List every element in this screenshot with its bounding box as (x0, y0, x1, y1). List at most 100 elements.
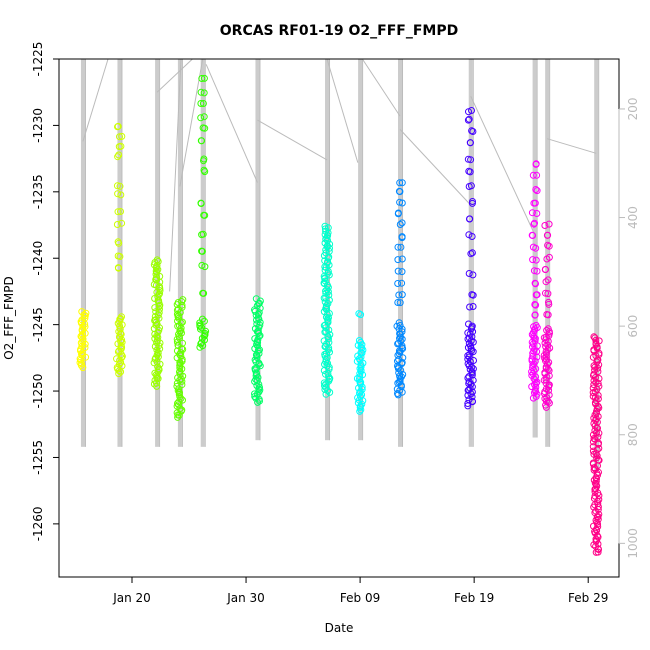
data-point-rf11 (531, 376, 539, 384)
data-point-rf11 (532, 373, 540, 381)
data-point-rf02 (114, 190, 122, 198)
altitude-trace-rf11 (532, 59, 537, 438)
right-axis-tick-label: 400 (626, 206, 640, 229)
data-point-rf11 (533, 210, 541, 217)
right-axis-tick-label: 800 (626, 423, 640, 446)
data-point-rf05 (197, 114, 205, 122)
data-point-rf10 (466, 303, 474, 311)
data-point-rf01 (77, 319, 85, 327)
data-point-rf12 (541, 222, 549, 229)
data-point-rf10 (469, 271, 477, 279)
data-point-rf11 (528, 338, 536, 346)
data-point-rf12 (545, 300, 553, 308)
data-point-rf12 (545, 253, 553, 261)
y-tick-label: -1225 (31, 42, 45, 77)
data-point-rf05 (200, 317, 208, 325)
data-point-rf13 (592, 336, 600, 344)
data-point-rf05 (198, 75, 206, 82)
data-point-rf03 (153, 382, 161, 390)
data-point-rf03 (152, 264, 160, 272)
data-point-rf09 (397, 243, 405, 251)
data-point-rf08 (357, 311, 365, 319)
data-point-rf11 (529, 256, 537, 264)
data-point-rf09 (398, 291, 406, 299)
altitude-trace-rf13 (594, 59, 599, 471)
data-point-rf11 (531, 311, 539, 319)
data-point-rf13 (595, 496, 603, 504)
data-point-rf02 (117, 208, 124, 215)
data-point-rf13 (594, 520, 602, 528)
data-point-rf02 (114, 123, 121, 131)
data-point-rf05 (200, 89, 208, 97)
data-point-rf02 (117, 359, 125, 367)
data-point-rf02 (116, 315, 124, 323)
data-point-rf11 (532, 256, 540, 264)
data-point-rf04 (173, 347, 181, 355)
data-point-rf08 (358, 383, 366, 391)
data-point-rf04 (178, 377, 186, 385)
data-point-rf04 (177, 407, 185, 415)
data-point-rf02 (115, 143, 123, 151)
data-point-rf10 (464, 352, 472, 360)
data-point-rf01 (82, 309, 90, 317)
data-point-rf07 (325, 314, 332, 322)
data-point-rf05 (200, 74, 208, 82)
data-point-rf07 (324, 387, 332, 395)
data-point-rf10 (467, 156, 475, 164)
data-point-rf06 (254, 398, 262, 406)
data-point-rf10 (468, 127, 476, 135)
data-point-rf10 (466, 350, 474, 358)
x-tick-label: Feb 19 (454, 591, 494, 605)
data-point-rf11 (533, 348, 541, 356)
data-point-rf11 (531, 219, 538, 227)
right-axis-tick-label: 1000 (626, 528, 640, 559)
altitude-connector-7 (361, 58, 401, 117)
data-point-rf11 (532, 160, 540, 168)
data-point-rf07 (320, 252, 328, 260)
y-tick-label: -1250 (31, 374, 45, 409)
data-point-rf06 (256, 397, 263, 405)
data-point-rf10 (464, 391, 472, 399)
data-point-rf07 (322, 380, 330, 388)
data-point-rf08 (358, 344, 366, 352)
data-point-rf11 (532, 186, 540, 193)
data-point-rf12 (541, 266, 549, 273)
data-point-rf05 (201, 124, 209, 132)
data-point-rf12 (541, 390, 548, 398)
data-point-rf10 (466, 168, 474, 176)
data-point-rf11 (530, 199, 538, 207)
data-point-rf08 (357, 363, 365, 371)
data-point-rf04 (175, 411, 183, 419)
data-point-rf01 (77, 347, 84, 355)
data-point-rf02 (114, 153, 122, 161)
data-point-rf11 (531, 301, 539, 308)
data-point-rf02 (115, 367, 123, 375)
data-point-rf07 (322, 390, 330, 398)
data-point-rf08 (359, 359, 367, 367)
data-point-rf09 (394, 267, 402, 275)
data-point-rf08 (355, 310, 363, 318)
data-point-rf07 (325, 365, 333, 373)
data-point-rf05 (197, 100, 205, 107)
data-point-rf11 (533, 291, 541, 299)
data-point-rf13 (590, 435, 598, 442)
data-point-rf04 (174, 413, 182, 421)
data-point-rf09 (396, 299, 404, 307)
data-point-rf09 (397, 333, 404, 341)
data-point-rf10 (469, 398, 476, 406)
chart-title: ORCAS RF01-19 O2_FFF_FMPD (220, 23, 458, 39)
data-point-rf06 (256, 332, 264, 340)
data-point-rf03 (151, 304, 159, 312)
data-point-rf12 (544, 276, 552, 284)
data-point-rf05 (199, 230, 207, 238)
altitude-trace-rf01 (80, 59, 85, 447)
data-point-rf05 (200, 332, 208, 340)
data-point-rf05 (196, 343, 204, 351)
data-point-rf08 (357, 406, 365, 414)
data-point-rf02 (118, 132, 126, 140)
data-point-rf12 (544, 290, 552, 298)
altitude-connector-9 (470, 95, 536, 235)
y-tick-label: -1235 (31, 174, 45, 209)
data-point-rf06 (256, 346, 263, 354)
